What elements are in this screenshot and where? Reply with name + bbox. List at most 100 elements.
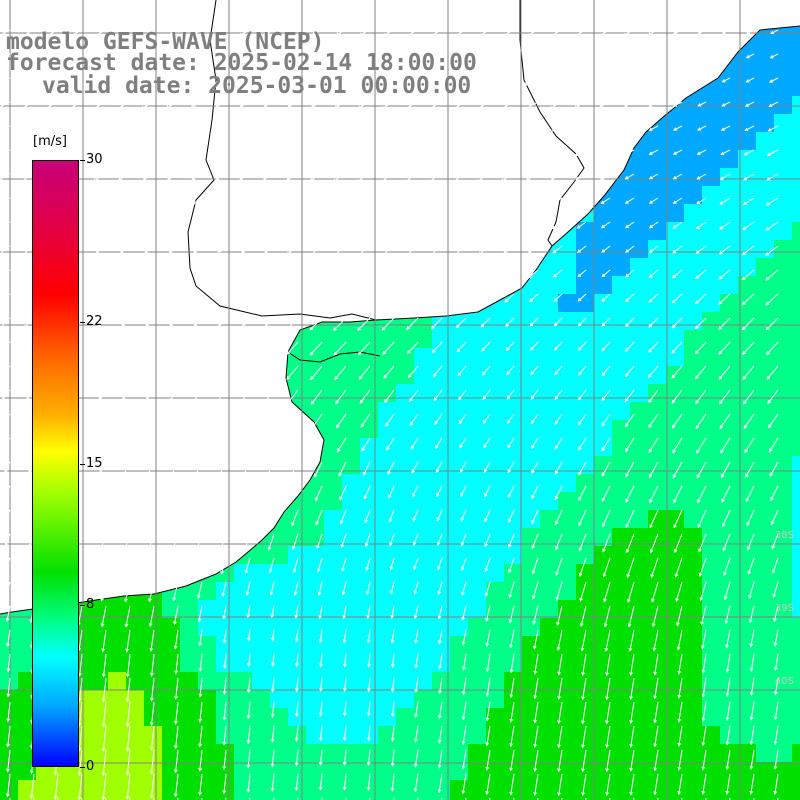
wind-arrow <box>557 653 563 676</box>
wind-arrow <box>385 413 395 427</box>
wind-arrow <box>120 293 131 303</box>
wind-arrow <box>437 749 443 769</box>
wind-arrow <box>601 509 611 528</box>
wind-arrow <box>648 149 659 155</box>
wind-arrow <box>484 581 491 598</box>
wind-arrow <box>318 605 323 620</box>
wind-arrow <box>188 29 203 38</box>
wind-arrow <box>648 125 659 131</box>
wind-arrow <box>748 605 755 624</box>
wind-arrow <box>671 293 683 304</box>
wind-arrow <box>265 269 275 278</box>
wind-arrow <box>701 653 707 674</box>
wind-arrow <box>557 749 563 773</box>
wind-arrow <box>697 125 707 131</box>
wind-arrow <box>508 605 515 624</box>
wind-arrow <box>138 53 155 62</box>
wind-arrow <box>406 317 419 330</box>
wind-arrow <box>263 413 275 430</box>
wind-arrow <box>285 149 299 157</box>
wind-arrow <box>312 437 323 454</box>
colorbar-tick-22: 22 <box>86 313 103 329</box>
wind-arrow <box>725 773 731 795</box>
wind-arrow <box>578 437 587 451</box>
wind-arrow <box>432 365 443 378</box>
wind-arrow <box>390 605 395 619</box>
wind-arrow <box>265 461 275 479</box>
wind-arrow <box>149 701 155 727</box>
wind-arrow <box>530 389 539 400</box>
wind-arrow <box>0 77 11 84</box>
wind-arrow <box>310 389 323 405</box>
wind-arrow <box>192 221 203 229</box>
wind-arrow <box>215 197 227 205</box>
wind-arrow <box>310 365 323 381</box>
wind-arrow <box>386 437 395 451</box>
wind-arrow <box>115 101 131 110</box>
wind-arrow <box>357 341 371 356</box>
wind-arrow <box>319 653 323 668</box>
wind-arrow <box>695 293 707 305</box>
wind-arrow <box>549 149 563 157</box>
wind-arrow <box>262 29 275 36</box>
wind-arrow <box>773 653 779 672</box>
wind-arrow <box>263 77 275 84</box>
valid-date: valid date: 2025-03-01 00:00:00 <box>42 73 472 99</box>
wind-arrow <box>242 269 251 276</box>
wind-arrow <box>101 629 107 653</box>
wind-arrow <box>239 149 251 156</box>
wind-arrow <box>90 101 107 111</box>
wind-arrow <box>504 293 515 303</box>
wind-arrow <box>222 677 227 696</box>
wind-arrow <box>219 293 227 301</box>
wind-arrow <box>695 389 707 405</box>
wind-arrow <box>749 653 755 672</box>
wind-arrow <box>550 173 563 181</box>
wind-arrow <box>389 557 395 571</box>
wind-arrow <box>427 53 443 62</box>
wind-arrow <box>572 53 587 61</box>
wind-arrow <box>17 101 35 111</box>
wind-arrow <box>146 461 155 477</box>
wind-arrow <box>17 149 35 159</box>
wind-arrow <box>724 605 731 625</box>
wind-arrow <box>745 485 755 503</box>
wind-arrow <box>171 557 179 578</box>
wind-arrow <box>198 677 203 698</box>
wind-vectors <box>0 29 779 800</box>
wind-arrow <box>101 773 107 800</box>
wind-arrow <box>147 533 155 553</box>
wind-arrow <box>194 485 203 504</box>
wind-arrow <box>146 485 155 502</box>
wind-arrow <box>575 173 587 181</box>
wind-arrow <box>483 461 491 473</box>
wind-arrow <box>766 149 779 156</box>
wind-arrow <box>94 221 107 231</box>
wind-arrow <box>311 53 323 60</box>
wind-arrow <box>149 773 155 799</box>
wind-arrow <box>509 629 515 649</box>
wind-arrow <box>672 149 683 155</box>
wind-arrow <box>403 101 419 110</box>
wind-arrow <box>741 317 755 331</box>
wind-arrow <box>450 149 467 159</box>
wind-arrow <box>6 749 11 773</box>
wind-arrow <box>577 341 587 351</box>
wind-arrow <box>648 101 659 107</box>
wind-arrow <box>575 197 587 205</box>
wind-arrow <box>767 125 779 132</box>
wind-arrow <box>402 173 419 183</box>
wind-arrow <box>765 269 779 281</box>
wind-arrow <box>99 437 107 450</box>
wind-arrow <box>310 101 323 109</box>
wind-arrow <box>0 317 11 329</box>
colorbar-tickmark <box>80 767 85 768</box>
wind-arrow <box>745 461 755 478</box>
wind-arrow <box>121 341 131 352</box>
wind-arrow <box>605 653 611 677</box>
wind-arrow <box>765 197 779 206</box>
wind-arrow <box>766 173 779 181</box>
wind-arrow <box>648 365 659 378</box>
wind-arrow <box>188 53 203 61</box>
wind-arrow <box>725 749 731 771</box>
